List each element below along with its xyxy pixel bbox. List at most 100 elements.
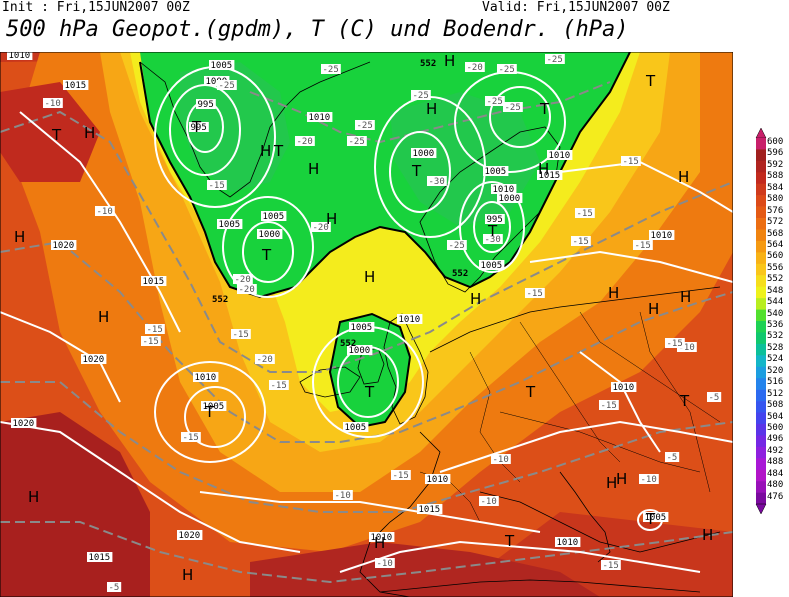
height-label: 552 (452, 269, 468, 279)
height-label: 552 (340, 339, 356, 349)
isobar-label: 1005 (209, 60, 235, 71)
isobar-label: 1010 (547, 150, 573, 161)
svg-text:-20: -20 (235, 275, 251, 285)
isobar-low-arctic-1 (489, 86, 551, 148)
legend-swatch (756, 206, 766, 219)
field-dark-red-south (250, 542, 600, 597)
high-pressure-marker: H (14, 228, 25, 246)
legend-swatch (756, 183, 766, 196)
high-pressure-marker: H (374, 534, 385, 552)
high-pressure-marker: H (678, 168, 689, 186)
isobar-label: 1000 (257, 229, 283, 240)
isobar-low-norway-1 (389, 131, 451, 213)
legend-label: 600 (767, 137, 784, 147)
europe-coast (359, 286, 721, 597)
high-pressure-marker: H (364, 268, 375, 286)
legend-label: 500 (767, 422, 784, 433)
isotherm-label: -15 (207, 180, 227, 191)
isotherm-label: -15 (601, 560, 621, 571)
legend-swatch (756, 229, 766, 242)
isobar-label: 1005 (479, 260, 505, 271)
isotherm-label: -15 (141, 336, 161, 347)
isobar-label: 1020 (177, 530, 203, 541)
svg-text:1020: 1020 (13, 419, 35, 429)
svg-text:1010: 1010 (549, 151, 571, 161)
low-pressure-marker: T (411, 162, 422, 180)
isobar-label: 1010 (369, 532, 395, 543)
legend-swatch (756, 366, 766, 379)
low-pressure-marker: T (273, 142, 284, 160)
isotherm-label: -15 (181, 432, 201, 443)
high-pressure-marker: H (182, 566, 193, 584)
map-title: 500 hPa Geopot.(gpdm), T (C) und Bodendr… (6, 17, 629, 42)
high-pressure-marker: H (608, 284, 619, 302)
legend-swatch (756, 240, 766, 253)
legend-label: 572 (767, 217, 784, 228)
legend-swatch (756, 172, 766, 185)
legend-label: 592 (767, 159, 784, 170)
legend-label: 488 (767, 457, 784, 468)
svg-text:1005: 1005 (219, 220, 241, 230)
isotherm-label: -15 (231, 329, 251, 340)
svg-text:1000: 1000 (259, 230, 281, 240)
legend-label: 540 (767, 308, 784, 319)
svg-text:1010: 1010 (195, 373, 217, 383)
isotherm-label: -15 (525, 288, 545, 299)
svg-text:-25: -25 (323, 65, 339, 75)
svg-text:1015: 1015 (89, 553, 111, 563)
isotherm-label: -5 (665, 452, 680, 463)
isobar-label: 1005 (643, 512, 669, 523)
isotherm-label: -15 (269, 380, 289, 391)
legend-swatch (756, 160, 766, 173)
legend-swatch (756, 343, 766, 356)
isobar-label: 995 (189, 122, 209, 133)
legend-swatch (756, 412, 766, 425)
svg-text:-10: -10 (377, 559, 393, 569)
legend-swatch (756, 321, 766, 333)
high-pressure-marker: H (538, 160, 549, 178)
svg-text:1000: 1000 (499, 194, 521, 204)
legend-label: 552 (767, 274, 784, 285)
isobar-label: 1020 (81, 354, 107, 365)
svg-text:-15: -15 (601, 401, 617, 411)
svg-text:-5: -5 (109, 583, 120, 593)
legend-swatch (756, 263, 766, 276)
isobar-1010-med (439, 420, 733, 473)
svg-text:-15: -15 (183, 433, 199, 443)
svg-text:-15: -15 (527, 289, 543, 299)
legend-swatch (756, 423, 766, 436)
height-label: 552 (212, 295, 228, 305)
legend-swatch (756, 298, 766, 310)
isobar-label: 1010 (611, 382, 637, 393)
isotherm-label: -10 (43, 98, 63, 109)
border-1 (469, 351, 521, 483)
isotherm-label: -10 (375, 558, 395, 569)
isotherm-3 (0, 381, 733, 513)
isotherm-label: -25 (503, 102, 523, 113)
coastlines (139, 61, 721, 597)
isobar-1010-south (339, 540, 701, 573)
legend-swatch (756, 149, 766, 162)
legend-swatch (756, 195, 766, 207)
header-bar: Init : Fri,15JUN2007 00Z Valid: Fri,15JU… (0, 0, 789, 18)
isobar-label: 1010 (7, 52, 33, 61)
svg-text:1010: 1010 (399, 315, 421, 325)
isobar-label: 1015 (141, 276, 167, 287)
high-pressure-marker: H (470, 290, 481, 308)
isobar-low-atlantic-2 (222, 196, 314, 298)
isotherm-label: -20 (237, 284, 257, 295)
svg-text:-15: -15 (667, 339, 683, 349)
isobar-label: 1000 (411, 148, 437, 159)
weather-map: 1010 1015 1005 1000 995 995 1010 1000 1005 1010 10… (0, 52, 733, 597)
svg-text:-5: -5 (667, 453, 678, 463)
border-3 (579, 311, 721, 423)
isotherm-4 (0, 521, 733, 584)
isobar-1005-se (579, 351, 661, 453)
svg-text:-10: -10 (45, 99, 61, 109)
svg-text:995: 995 (487, 215, 503, 225)
svg-text:-5: -5 (709, 393, 720, 403)
isotherm-label: -25 (411, 90, 431, 101)
isotherm-label: -20 (233, 274, 253, 285)
isobar-label: 1010 (555, 537, 581, 548)
